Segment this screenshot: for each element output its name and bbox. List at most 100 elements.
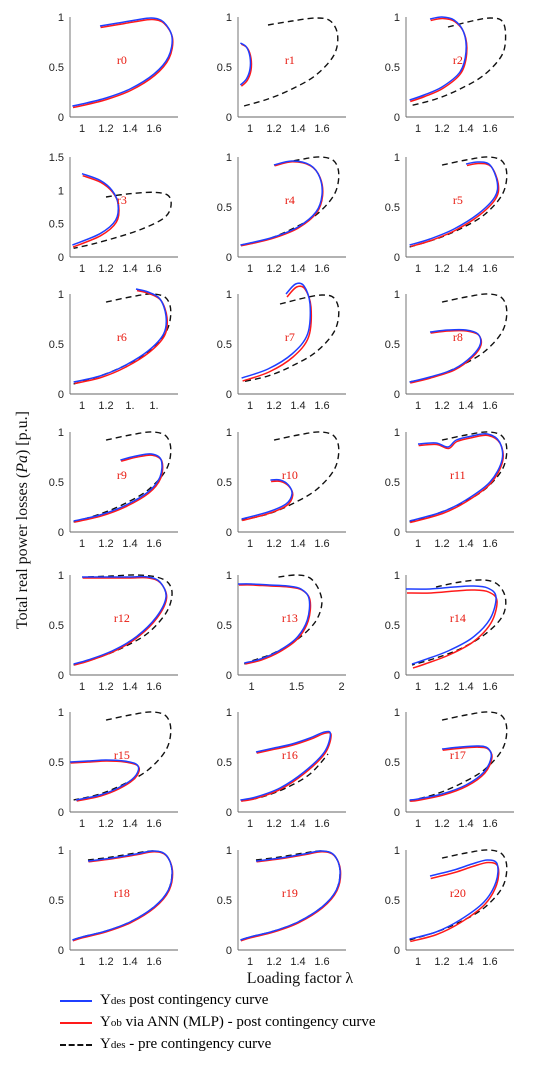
y-tick-label: 1	[226, 570, 232, 582]
series-des-post-contingency	[73, 453, 163, 522]
subplot-r14: 0 0.5 1 1 1.2 1.4 1.6 r14	[385, 570, 514, 693]
panel-label-r4: r4	[285, 193, 295, 207]
y-tick-label: 0	[226, 807, 232, 819]
series-pre-contingency	[73, 191, 172, 249]
series-pre-contingency	[409, 17, 507, 107]
subplot-r9: 0 0.5 1 1 1.2 1.4 1.6 r9	[49, 427, 178, 550]
x-tick-label: 1	[415, 123, 421, 135]
panel-label-r12: r12	[114, 611, 130, 625]
subplot-r4: 0 0.5 1 1 1.2 1.4 1.6 r4	[217, 152, 346, 275]
x-tick-label: 1.4	[458, 400, 473, 412]
y-tick-label: 0.5	[49, 339, 64, 351]
x-tick-label: 1.6	[482, 400, 497, 412]
subplot-r11: 0 0.5 1 1 1.2 1.4 1.6 r11	[385, 427, 514, 550]
panel-label-r2: r2	[453, 53, 463, 67]
y-tick-label: 1	[394, 707, 400, 719]
series-ann-post-contingency	[410, 329, 483, 384]
x-tick-label: 1.6	[314, 263, 329, 275]
y-tick-label: 1	[226, 707, 232, 719]
series-des-post-contingency	[241, 478, 293, 520]
series-des-post-contingency	[241, 282, 312, 379]
y-tick-label: 0.5	[49, 62, 64, 74]
subplot-r3: 0 0.5 1 1.5 1 1.2 1.4 1.6 r3	[49, 152, 178, 275]
panel-label-r7: r7	[285, 330, 295, 344]
legend-sub: ob	[110, 1017, 122, 1029]
y-tick-label: 1	[394, 289, 400, 301]
y-tick-label: 1	[226, 152, 232, 164]
subplot-r2: 0 0.5 1 1 1.2 1.4 1.6 r2	[385, 12, 514, 135]
y-tick-label: 1	[226, 289, 232, 301]
y-tick-label: 0.5	[385, 757, 400, 769]
series-des-post-contingency	[405, 585, 497, 665]
x-tick-label: 1	[79, 263, 85, 275]
legend-desc: - pre contingency curve	[125, 1036, 272, 1052]
x-tick-label: 1	[415, 538, 421, 550]
x-tick-label: 1	[247, 818, 253, 830]
legend-swatch-blue	[60, 1000, 92, 1002]
x-tick-label: 1.6	[146, 263, 161, 275]
series-des-post-contingency	[240, 730, 332, 801]
x-tick-label: 1.6	[146, 818, 161, 830]
x-tick-label: 2	[338, 681, 344, 693]
x-tick-label: 1.4	[122, 956, 137, 968]
legend: Ydes post contingency curve Yob via ANN …	[60, 990, 540, 1056]
y-tick-label: 1	[394, 427, 400, 439]
x-tick-label: 1.4	[458, 263, 473, 275]
y-tick-label: 0	[226, 527, 232, 539]
series-des-post-contingency	[240, 850, 341, 941]
y-tick-label: 0	[58, 670, 64, 682]
y-tick-label: 0.5	[385, 62, 400, 74]
x-tick-label: 1.2	[98, 818, 113, 830]
x-tick-label: 1.6	[482, 538, 497, 550]
y-tick-label: 0	[226, 389, 232, 401]
subplot-r8: 0 0.5 1 1 1.2 1.4 1.6 r8	[385, 289, 514, 412]
x-tick-label: 1.2	[266, 263, 281, 275]
y-tick-label: 0	[394, 112, 400, 124]
x-tick-label: 1.2	[434, 263, 449, 275]
x-tick-label: 1	[79, 681, 85, 693]
series-ann-post-contingency	[406, 589, 498, 669]
x-tick-label: 1.2	[266, 818, 281, 830]
y-tick-label: 0	[394, 945, 400, 957]
x-tick-label: 1	[415, 681, 421, 693]
x-tick-label: 1.4	[290, 818, 305, 830]
x-tick-label: 1.2	[98, 263, 113, 275]
legend-text: Ydes post contingency curve	[100, 991, 268, 1010]
x-tick-label: 1.6	[314, 538, 329, 550]
series-des-post-contingency	[73, 288, 168, 383]
y-tick-label: 1	[58, 570, 64, 582]
y-tick-label: 0.5	[217, 895, 232, 907]
subplot-r0: 0 0.5 1 1 1.2 1.4 1.6 r0	[49, 12, 178, 135]
x-tick-label: 1	[247, 400, 253, 412]
y-tick-label: 0.5	[385, 895, 400, 907]
x-tick-label: 1	[79, 538, 85, 550]
x-tick-label: 1.6	[146, 681, 161, 693]
y-tick-label: 1	[58, 185, 64, 197]
y-tick-label: 0	[58, 252, 64, 264]
panel-label-r9: r9	[117, 468, 127, 482]
x-tick-label: 1.	[149, 400, 158, 412]
x-tick-label: 1	[415, 956, 421, 968]
legend-item-post-des: Ydes post contingency curve	[60, 990, 540, 1012]
y-tick-label: 0	[58, 945, 64, 957]
x-tick-label: 1.4	[458, 681, 473, 693]
legend-item-pre: Ydes - pre contingency curve	[60, 1034, 540, 1056]
x-tick-label: 1.6	[482, 263, 497, 275]
x-tick-label: 1.2	[98, 956, 113, 968]
panel-label-r13: r13	[282, 611, 298, 625]
y-tick-label: 1	[226, 427, 232, 439]
y-tick-label: 0.5	[49, 895, 64, 907]
y-tick-label: 0.5	[217, 620, 232, 632]
y-tick-label: 0	[58, 389, 64, 401]
legend-sym: Y	[100, 1036, 111, 1052]
y-tick-label: 0.5	[217, 339, 232, 351]
series-pre-contingency	[241, 294, 340, 383]
x-tick-label: 1.6	[146, 538, 161, 550]
y-tick-label: 0	[394, 670, 400, 682]
panel-label-r10: r10	[282, 468, 298, 482]
x-tick-label: 1.4	[122, 263, 137, 275]
series-des-post-contingency	[409, 328, 482, 383]
subplot-r7: 0 0.5 1 1 1.2 1.4 1.6 r7	[217, 282, 346, 412]
y-tick-label: 0.5	[385, 477, 400, 489]
